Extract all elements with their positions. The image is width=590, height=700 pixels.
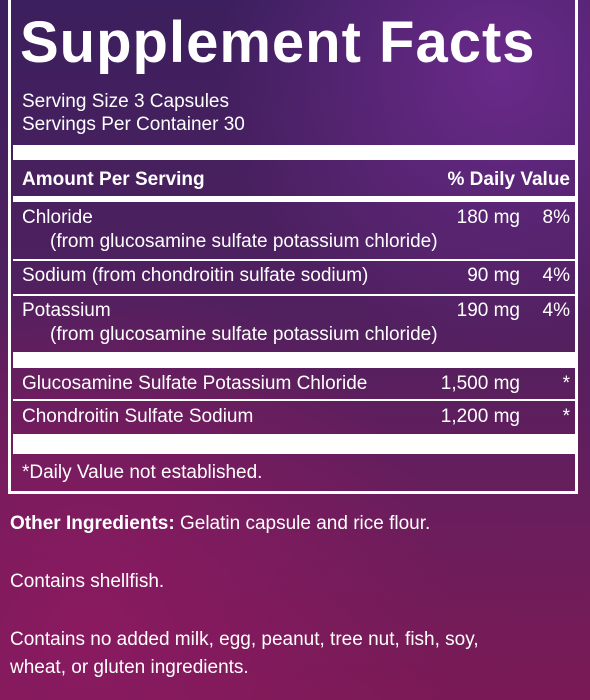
daily-value: 4% (542, 300, 570, 321)
column-header: % Daily Value (447, 169, 570, 190)
nutrient-name: Glucosamine Sulfate Potassium Chloride (22, 373, 368, 394)
divider-bar (13, 145, 577, 160)
nutrient-name: Chondroitin Sulfate Sodium (22, 406, 254, 427)
nutrient-source: (from glucosamine sulfate potassium chlo… (50, 231, 438, 252)
amount: 190 mg (456, 300, 520, 321)
nutrient-name: Potassium (22, 300, 111, 321)
divider-bar (13, 196, 577, 202)
other-ingredients: Other Ingredients: Gelatin capsule and r… (10, 513, 430, 535)
divider-bar (13, 352, 577, 368)
row-rule (13, 294, 577, 296)
label: Other Ingredients: (10, 513, 175, 534)
title: Supplement Facts (20, 10, 536, 75)
row-rule (13, 259, 577, 261)
facts-panel (8, 0, 578, 494)
amount: 1,200 mg (440, 406, 520, 427)
daily-value: 4% (542, 265, 570, 286)
footnote: *Daily Value not established. (22, 462, 263, 483)
daily-value: * (562, 373, 570, 394)
serving-size: Serving Size 3 Capsules (22, 91, 229, 112)
allergen-note: Contains shellfish. (10, 571, 165, 592)
daily-value: * (562, 406, 570, 427)
amount: 90 mg (467, 265, 520, 286)
daily-value: 8% (542, 207, 570, 228)
text: Gelatin capsule and rice flour. (179, 513, 431, 534)
nutrient-name: Chloride (22, 207, 93, 228)
nutrient-name: Sodium (from chondroitin sulfate sodium) (22, 265, 369, 286)
allergen-note: wheat, or gluten ingredients. (10, 657, 249, 678)
nutrient-source: (from glucosamine sulfate potassium chlo… (50, 324, 438, 345)
servings-per-container: Servings Per Container 30 (22, 114, 245, 135)
divider-bar (13, 434, 577, 454)
allergen-note: Contains no added milk, egg, peanut, tre… (10, 629, 479, 650)
column-header: Amount Per Serving (22, 169, 205, 190)
amount: 1,500 mg (440, 373, 520, 394)
row-rule (13, 399, 577, 401)
amount: 180 mg (456, 207, 520, 228)
